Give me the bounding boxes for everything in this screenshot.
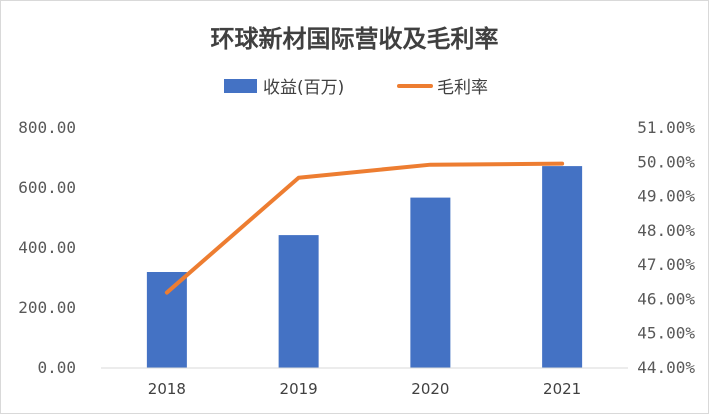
right-axis-tick-label: 48.00% (637, 221, 695, 240)
margin-line (164, 161, 565, 295)
revenue-bar (146, 272, 187, 368)
legend: 收益(百万) 毛利率 (224, 78, 488, 98)
revenue-bar (542, 166, 583, 368)
right-axis-tick-label: 50.00% (637, 152, 695, 171)
legend-label-revenue: 收益(百万) (263, 78, 344, 98)
margin-line-layer (164, 161, 565, 295)
revenue-bar (278, 235, 319, 368)
left-axis-tick-label: 400.00 (18, 238, 76, 257)
left-axis-tick-label: 800.00 (18, 118, 76, 137)
x-axis-tick-label: 2021 (543, 380, 581, 398)
revenue-bars (146, 166, 583, 368)
right-axis-tick-label: 51.00% (637, 118, 695, 137)
revenue-bar (410, 197, 451, 368)
left-axis-tick-label: 200.00 (18, 298, 76, 317)
x-axis-ticks: 2018 2019 2020 2021 (148, 380, 581, 398)
right-axis-tick-label: 45.00% (637, 324, 695, 343)
legend-swatch-revenue (224, 79, 257, 93)
right-axis-tick-label: 47.00% (637, 255, 695, 274)
x-axis-tick-label: 2019 (280, 380, 318, 398)
x-axis-tick-label: 2018 (148, 380, 186, 398)
right-axis-ticks: 44.00% 45.00% 46.00% 47.00% 48.00% 49.00% 50.0… (637, 118, 695, 377)
right-axis-tick-label: 46.00% (637, 289, 695, 308)
legend-label-margin: 毛利率 (437, 78, 488, 98)
left-axis-tick-label: 600.00 (18, 178, 76, 197)
left-axis-tick-label: 0.00 (37, 358, 76, 377)
right-axis-tick-label: 44.00% (637, 358, 695, 377)
right-axis-tick-label: 49.00% (637, 187, 695, 206)
chart-title: 环球新材国际营收及毛利率 (211, 25, 499, 53)
left-axis-ticks: 0.00 200.00 400.00 600.00 800.00 (18, 118, 76, 377)
x-axis-tick-label: 2020 (411, 380, 449, 398)
